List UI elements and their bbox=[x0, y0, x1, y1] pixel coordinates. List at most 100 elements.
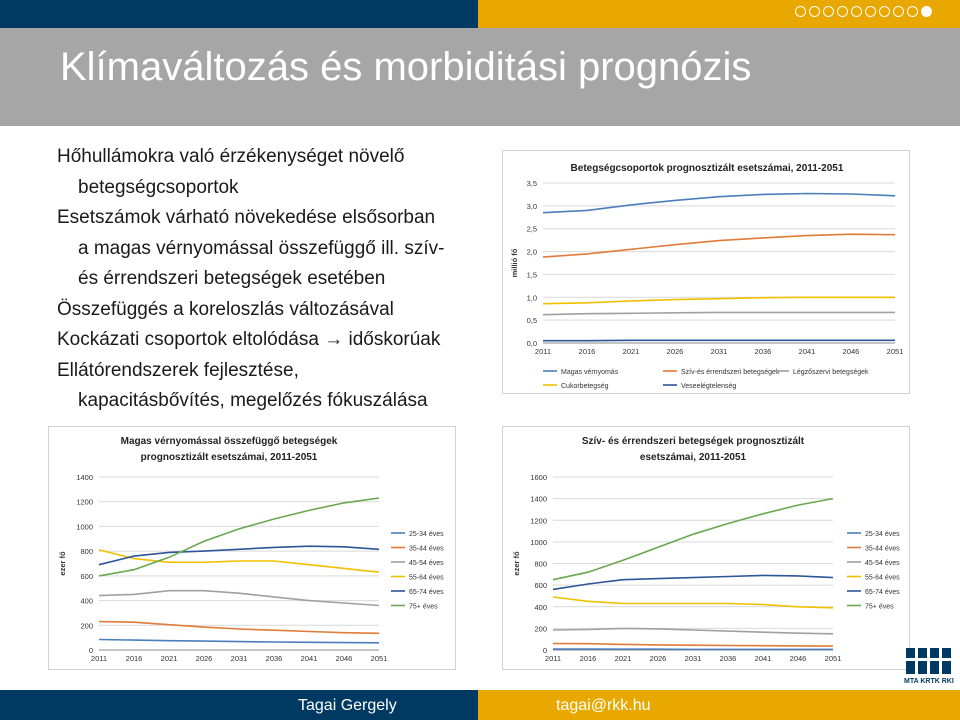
x-tick-label: 2021 bbox=[615, 654, 632, 663]
bullet-line: Összefüggés a koreloszlás változásával bbox=[57, 298, 394, 320]
y-axis-label: ezer fő bbox=[58, 551, 67, 576]
bullet-line: Hőhullámokra való érzékenységet növelő bbox=[57, 146, 405, 167]
chart-title: prognosztizált esetszámai, 2011-2051 bbox=[141, 452, 318, 463]
progress-dot-icon bbox=[809, 6, 820, 17]
progress-dot-active-icon bbox=[921, 6, 932, 17]
legend-label: Légzőszervi betegségek bbox=[793, 369, 869, 376]
legend-label: 35-44 éves bbox=[865, 546, 900, 553]
series-line-1 bbox=[542, 192, 896, 214]
progress-dot-icon bbox=[893, 6, 904, 17]
logo-text: MTA KRTK RKI bbox=[904, 678, 954, 685]
x-tick-label: 2016 bbox=[126, 654, 143, 663]
chart-hypertension-svg: Magas vérnyomással összefüggő betegségek… bbox=[58, 436, 444, 663]
series-line-1 bbox=[98, 638, 380, 644]
chart-disease-groups-svg: Betegségcsoportok prognosztizált esetszá… bbox=[510, 163, 903, 390]
series-line-5 bbox=[98, 545, 380, 566]
legend-label: 45-54 éves bbox=[409, 560, 444, 567]
x-tick-label: 2016 bbox=[579, 347, 596, 356]
slide-title: Klímaváltozás és morbiditási prognózis bbox=[60, 45, 752, 89]
y-tick-label: 400 bbox=[534, 603, 547, 612]
chart-title: esetszámai, 2011-2051 bbox=[640, 452, 747, 463]
bullet-line: a magas vérnyomással összefüggő ill. szí… bbox=[78, 237, 445, 259]
bullet-line: Ellátórendszerek fejlesztése, bbox=[57, 359, 299, 381]
y-tick-label: 400 bbox=[80, 597, 93, 606]
bullet-list: Hőhullámokra való érzékenységet növelő b… bbox=[57, 142, 497, 417]
series-line-4 bbox=[542, 296, 895, 305]
series-line-5 bbox=[552, 574, 834, 591]
x-tick-label: 2051 bbox=[825, 654, 842, 663]
x-tick-label: 2026 bbox=[667, 347, 684, 356]
y-tick-label: 1600 bbox=[530, 473, 547, 482]
legend-label: 65-74 éves bbox=[865, 589, 900, 596]
y-axis-label: ezer fő bbox=[512, 551, 521, 576]
y-tick-label: 2,0 bbox=[527, 248, 537, 257]
series-line-3 bbox=[542, 311, 895, 316]
legend-label: 45-54 éves bbox=[865, 560, 900, 567]
series-line-2 bbox=[98, 620, 380, 635]
chart-title: Szív- és érrendszeri betegségek prognosz… bbox=[582, 436, 805, 447]
chart-cardiovascular: Szív- és érrendszeri betegségek prognosz… bbox=[502, 426, 910, 670]
series-line-4 bbox=[552, 596, 834, 609]
series-line-3 bbox=[552, 627, 834, 635]
progress-dot-icon bbox=[823, 6, 834, 17]
chart-hypertension: Magas vérnyomással összefüggő betegségek… bbox=[48, 426, 456, 670]
x-tick-label: 2031 bbox=[711, 347, 728, 356]
series-line-6 bbox=[552, 497, 834, 581]
x-tick-label: 2016 bbox=[580, 654, 597, 663]
y-tick-label: 1,5 bbox=[527, 270, 537, 279]
y-tick-label: 800 bbox=[80, 547, 93, 556]
x-tick-label: 2041 bbox=[799, 347, 816, 356]
legend-label: Veseelégtelenség bbox=[681, 383, 736, 390]
footer-author: Tagai Gergely bbox=[298, 697, 397, 714]
progress-dot-icon bbox=[837, 6, 848, 17]
progress-dot-icon bbox=[907, 6, 918, 17]
progress-dot-icon bbox=[851, 6, 862, 17]
x-tick-label: 2051 bbox=[371, 654, 388, 663]
y-tick-label: 3,0 bbox=[527, 202, 537, 211]
y-tick-label: 1200 bbox=[530, 516, 547, 525]
footer-bar-accent bbox=[478, 690, 960, 720]
y-tick-label: 1400 bbox=[530, 495, 547, 504]
y-tick-label: 1000 bbox=[76, 522, 93, 531]
legend-label: 75+ éves bbox=[865, 604, 894, 611]
progress-dot-icon bbox=[795, 6, 806, 17]
y-tick-label: 0,0 bbox=[527, 339, 537, 348]
x-tick-label: 2026 bbox=[650, 654, 667, 663]
bullet-line: és érrendszeri betegségek esetében bbox=[78, 268, 386, 289]
x-tick-label: 2046 bbox=[790, 654, 807, 663]
y-tick-label: 200 bbox=[534, 624, 547, 633]
legend-label: Cukorbetegség bbox=[561, 383, 609, 390]
legend-label: 55-64 éves bbox=[865, 575, 900, 582]
legend-label: 25-34 éves bbox=[865, 531, 900, 538]
legend-label: 75+ éves bbox=[409, 604, 438, 611]
y-tick-label: 600 bbox=[534, 581, 547, 590]
chart-title: Magas vérnyomással összefüggő betegségek bbox=[121, 436, 338, 447]
y-axis-label: millió fő bbox=[510, 248, 519, 277]
legend-label: 35-44 éves bbox=[409, 546, 444, 553]
y-tick-label: 1,0 bbox=[527, 293, 537, 302]
series-line-2 bbox=[552, 642, 834, 647]
bullet-line: Esetszámok várható növekedése elsősorban bbox=[57, 207, 436, 228]
x-tick-label: 2026 bbox=[196, 654, 213, 663]
x-tick-label: 2021 bbox=[623, 347, 640, 356]
x-tick-label: 2031 bbox=[231, 654, 248, 663]
y-tick-label: 3,5 bbox=[527, 179, 537, 188]
y-tick-label: 0 bbox=[89, 646, 93, 655]
x-tick-label: 2036 bbox=[720, 654, 737, 663]
y-tick-label: 1200 bbox=[76, 498, 93, 507]
institute-logo-icon bbox=[906, 648, 951, 674]
footer-email: tagai@rkk.hu bbox=[556, 697, 651, 714]
title-bar bbox=[0, 28, 960, 126]
series-line-2 bbox=[542, 233, 896, 258]
series-line-3 bbox=[98, 589, 380, 607]
bullet-line: kapacitásbővítés, megelőzés fókuszálása bbox=[78, 390, 428, 411]
series-line-6 bbox=[98, 497, 380, 577]
chart-title: Betegségcsoportok prognosztizált esetszá… bbox=[571, 163, 844, 174]
legend-label: Szív-és érrendszeri betegségek bbox=[681, 369, 780, 376]
y-tick-label: 1400 bbox=[76, 473, 93, 482]
progress-dot-icon bbox=[865, 6, 876, 17]
x-tick-label: 2011 bbox=[91, 654, 107, 663]
y-tick-label: 2,5 bbox=[527, 225, 537, 234]
top-bar-left bbox=[0, 0, 478, 28]
chart-cardiovascular-svg: Szív- és érrendszeri betegségek prognosz… bbox=[512, 436, 900, 663]
